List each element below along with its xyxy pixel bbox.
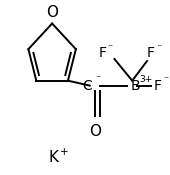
- Text: ⁻: ⁻: [156, 43, 161, 53]
- Text: ⁻: ⁻: [163, 76, 168, 86]
- Text: C: C: [82, 79, 92, 93]
- Text: F: F: [99, 46, 107, 60]
- Text: +: +: [60, 147, 69, 157]
- Text: F: F: [147, 46, 155, 60]
- Text: F: F: [154, 79, 162, 93]
- Text: O: O: [89, 124, 101, 139]
- Text: ⁻: ⁻: [107, 43, 113, 53]
- Text: 3+: 3+: [139, 75, 152, 84]
- Text: O: O: [46, 5, 58, 20]
- Text: K: K: [48, 150, 58, 165]
- Text: B: B: [130, 79, 140, 93]
- Text: ⁻: ⁻: [96, 75, 101, 85]
